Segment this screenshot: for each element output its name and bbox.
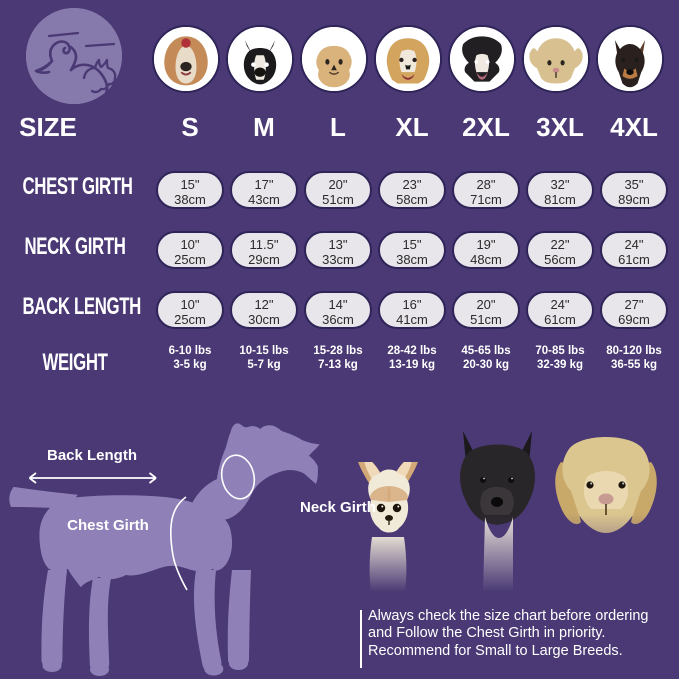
- svg-text:Back Length: Back Length: [47, 447, 137, 464]
- svg-text:Chest Girth: Chest Girth: [67, 517, 149, 534]
- svg-text:Neck Girth: Neck Girth: [300, 499, 376, 516]
